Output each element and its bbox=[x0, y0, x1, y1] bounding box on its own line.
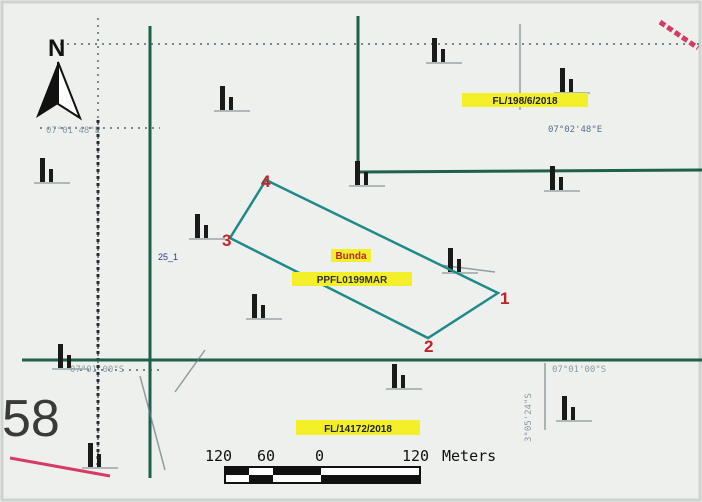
vertex-label-3: 3 bbox=[222, 231, 231, 250]
vertex-label-2: 2 bbox=[424, 337, 433, 356]
lot-label-top: FL/198/6/2018 bbox=[492, 96, 557, 107]
north-label: N bbox=[48, 35, 65, 62]
scale-seg-3-top bbox=[273, 467, 321, 475]
grass-symbol-icon bbox=[34, 158, 70, 184]
coord-bottom-left: 07°01'00"S bbox=[70, 365, 124, 375]
vegetation-symbols bbox=[34, 38, 592, 469]
red-boundary-line bbox=[9, 456, 111, 478]
grass-symbol-icon bbox=[52, 344, 88, 370]
lot-label-bottom: FL/14172/2018 bbox=[324, 424, 392, 435]
grass-symbol-icon bbox=[349, 161, 385, 187]
scale-seg-4-bottom bbox=[321, 475, 420, 483]
scale-tick-0: 0 bbox=[315, 447, 324, 465]
scale-unit: Meters bbox=[442, 447, 496, 465]
scale-tick-120-left: 120 bbox=[205, 447, 232, 465]
lot-label-top-highlight bbox=[462, 93, 588, 107]
dotted-grid bbox=[40, 18, 700, 470]
grass-symbol-icon bbox=[189, 214, 225, 240]
grass-symbol-icon bbox=[554, 68, 590, 94]
coord-bottom-right: 07°01'00"S bbox=[552, 365, 606, 375]
lot-label-bottom-highlight bbox=[296, 420, 420, 435]
vertex-label-1: 1 bbox=[500, 289, 509, 308]
grass-symbol-icon bbox=[556, 396, 592, 422]
parcel-boundary bbox=[228, 178, 501, 340]
scale-seg-1-top bbox=[225, 467, 249, 475]
grass-symbol-icon bbox=[386, 364, 422, 390]
grass-symbol-icon bbox=[82, 443, 118, 469]
coord-top-right: 07°02'48"E bbox=[548, 125, 602, 135]
coord-top-left: 07°01'48"E bbox=[46, 126, 100, 136]
sheet-number: 58 bbox=[2, 390, 60, 448]
scale-bar: 120 60 0 120 Meters bbox=[205, 447, 496, 484]
parcel-ref: PPFL0199MAR bbox=[317, 275, 388, 286]
grass-symbol-icon bbox=[426, 38, 462, 64]
grid-lines bbox=[22, 16, 702, 478]
parcel-ref-highlight bbox=[292, 272, 412, 286]
parcel-name: Bunda bbox=[335, 251, 367, 262]
scale-seg-2-bottom bbox=[249, 475, 273, 483]
grass-symbol-icon bbox=[544, 166, 580, 192]
scale-tick-120-right: 120 bbox=[402, 447, 429, 465]
grass-symbol-icon bbox=[442, 248, 478, 274]
vertex-label-4: 4 bbox=[261, 172, 271, 191]
coord-vertical: 3°05'24"S bbox=[524, 393, 534, 442]
scale-tick-60: 60 bbox=[257, 447, 275, 465]
red-boundary-corner bbox=[658, 19, 700, 51]
parcel-side-label: 25_1 bbox=[158, 252, 178, 262]
grass-symbol-icon bbox=[214, 86, 250, 112]
parcel-name-highlight bbox=[331, 249, 371, 262]
north-arrow-icon: N bbox=[36, 35, 83, 121]
faint-lines bbox=[139, 24, 546, 471]
grass-symbol-icon bbox=[246, 294, 282, 320]
